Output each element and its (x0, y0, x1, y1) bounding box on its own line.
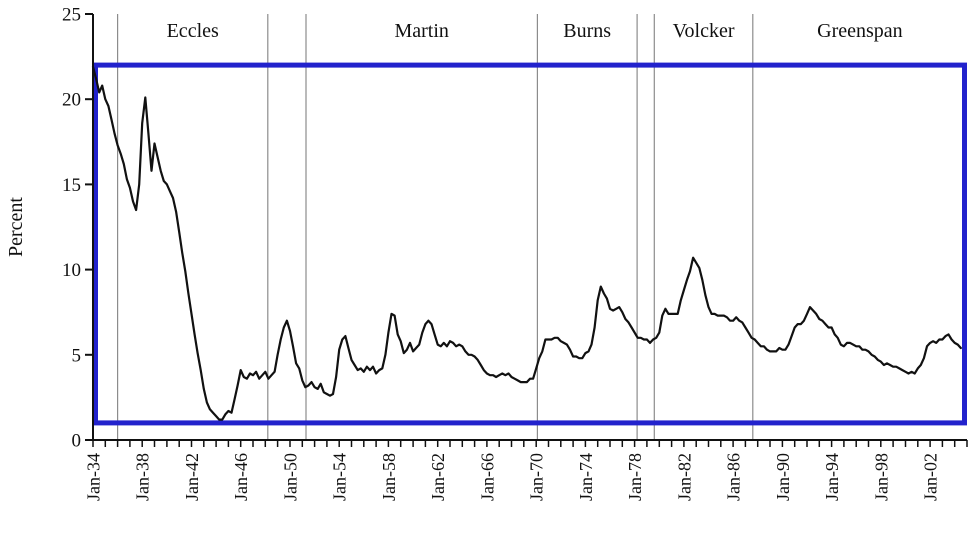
y-tick-label: 0 (72, 431, 82, 452)
x-tick-label: Jan-58 (379, 453, 399, 501)
x-tick-label: Jan-46 (231, 453, 251, 501)
era-label: Volcker (673, 20, 735, 42)
x-tick-label: Jan-86 (724, 453, 744, 501)
x-tick-label: Jan-38 (133, 453, 153, 501)
y-tick-label: 20 (62, 90, 81, 111)
y-tick-label: 5 (72, 345, 82, 366)
x-tick-label: Jan-62 (428, 453, 448, 501)
era-label: Eccles (167, 20, 219, 42)
x-tick-label: Jan-98 (871, 453, 891, 501)
era-label: Burns (563, 20, 611, 42)
y-tick-label: 10 (62, 260, 81, 281)
x-tick-label: Jan-42 (182, 453, 202, 501)
x-tick-label: Jan-82 (674, 453, 694, 501)
x-tick-label: Jan-94 (822, 453, 842, 501)
y-tick-label: 15 (62, 175, 81, 196)
x-tick-label: Jan-50 (281, 453, 301, 501)
y-axis-title: Percent (5, 197, 27, 257)
chart-generated-layer: Eccles Martin Burns Volcker Greenspan 0 5 10 15 2… (62, 5, 968, 501)
data-line (91, 65, 962, 421)
y-tick-label: 25 (62, 5, 81, 26)
x-tick-label: Jan-74 (576, 453, 596, 501)
x-tick-label: Jan-02 (921, 453, 941, 501)
x-tick-label: Jan-54 (330, 453, 350, 501)
x-tick-label: Jan-70 (527, 453, 547, 501)
era-label: Martin (394, 20, 448, 42)
x-tick-label: Jan-90 (773, 453, 793, 501)
x-tick-label: Jan-34 (84, 453, 104, 501)
era-label: Greenspan (817, 20, 903, 42)
x-tick-label: Jan-66 (477, 453, 497, 501)
highlight-box (93, 62, 967, 426)
x-tick-label: Jan-78 (625, 453, 645, 501)
